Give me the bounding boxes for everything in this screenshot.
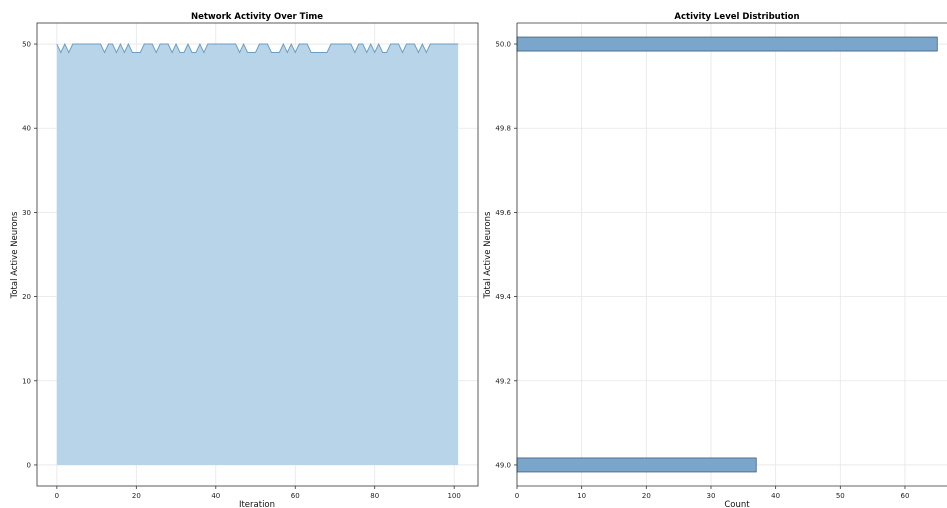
right-y-tick-label: 49.4 [495,293,511,301]
right-x-tick-label: 20 [642,492,651,500]
right-y-tick-label: 49.0 [495,461,511,469]
activity-line [56,42,459,54]
right-x-tick-label: 30 [707,492,716,500]
left-chart-title: Network Activity Over Time [191,12,323,22]
left-y-tick-label: 40 [22,125,31,133]
left-y-tick-label: 0 [27,461,31,469]
distribution-bar [516,457,757,473]
left-x-tick-label: 80 [370,492,379,500]
left-y-tick-label: 20 [22,293,31,301]
left-y-tick-label: 30 [22,209,31,217]
right-x-axis-label: Count [724,500,750,508]
distribution-bar-chart: Activity Level Distribution 0 10 20 30 40 50 6… [483,12,947,508]
left-x-axis-label: Iteration [239,500,275,508]
left-x-tick-label: 40 [211,492,220,500]
left-y-axis-label: Total Active Neurons [10,211,20,299]
left-x-tick-label: 100 [447,492,460,500]
left-plot-frame [36,22,479,487]
right-chart-title: Activity Level Distribution [674,12,799,22]
activity-area-chart: Network Activity Over Time 0 20 40 60 80 100 0… [10,12,479,508]
left-y-tick-label: 10 [22,377,31,385]
right-x-tick-label: 0 [515,492,519,500]
right-y-tick-label: 49.2 [495,377,511,385]
right-y-tick-label: 49.6 [495,209,511,217]
right-x-tick-label: 50 [836,492,845,500]
left-x-tick-label: 0 [55,492,59,500]
distribution-bar [516,36,938,52]
right-x-tick-label: 10 [577,492,586,500]
right-y-tick-label: 50.0 [495,41,511,49]
right-x-tick-label: 60 [901,492,910,500]
left-x-tick-label: 60 [291,492,300,500]
right-y-tick-label: 49.8 [495,125,511,133]
activity-area-fill [56,44,459,465]
left-x-tick-label: 20 [132,492,141,500]
right-x-tick-label: 40 [771,492,780,500]
left-y-tick-label: 50 [22,41,31,49]
right-y-axis-label: Total Active Neurons [483,211,493,299]
